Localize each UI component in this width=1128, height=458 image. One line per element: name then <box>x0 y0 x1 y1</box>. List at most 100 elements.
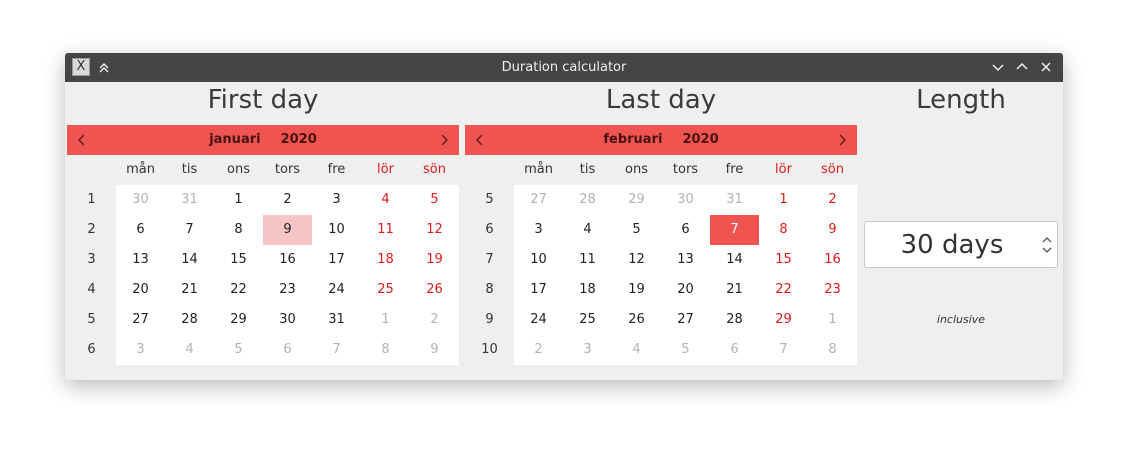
day-cell[interactable]: 8 <box>828 342 837 357</box>
day-cell[interactable]: 29 <box>230 312 247 327</box>
day-cell[interactable]: 4 <box>583 222 592 237</box>
day-cell[interactable]: 8 <box>779 222 788 237</box>
year-button[interactable]: 2020 <box>280 132 317 147</box>
day-cell[interactable]: 15 <box>775 252 792 267</box>
day-cell[interactable]: 25 <box>579 312 596 327</box>
day-cell[interactable]: 17 <box>530 282 547 297</box>
day-cell[interactable]: 25 <box>377 282 394 297</box>
day-cell[interactable]: 21 <box>181 282 198 297</box>
day-cell[interactable]: 16 <box>824 252 841 267</box>
day-cell[interactable]: 5 <box>681 342 690 357</box>
day-cell[interactable]: 6 <box>136 222 145 237</box>
day-cell[interactable]: 6 <box>730 342 739 357</box>
day-cell[interactable]: 3 <box>534 222 543 237</box>
day-cell[interactable]: 3 <box>332 192 341 207</box>
day-cell[interactable]: 13 <box>677 252 694 267</box>
app-icon[interactable]: X <box>72 58 90 76</box>
day-cell[interactable]: 27 <box>132 312 149 327</box>
day-cell[interactable]: 26 <box>628 312 645 327</box>
day-cell[interactable]: 14 <box>181 252 198 267</box>
day-cell[interactable]: 12 <box>426 222 443 237</box>
day-cell[interactable]: 12 <box>628 252 645 267</box>
day-cell[interactable]: 3 <box>583 342 592 357</box>
length-spinbox[interactable]: 30 days <box>864 221 1058 268</box>
day-cell[interactable]: 11 <box>377 222 394 237</box>
day-cell[interactable]: 29 <box>628 192 645 207</box>
day-cell[interactable]: 8 <box>381 342 390 357</box>
day-cell[interactable]: 31 <box>328 312 345 327</box>
day-cell[interactable]: 1 <box>828 312 837 327</box>
day-cell[interactable]: 29 <box>775 312 792 327</box>
day-cell[interactable]: 17 <box>328 252 345 267</box>
day-cell[interactable]: 21 <box>726 282 743 297</box>
day-cell[interactable]: 19 <box>426 252 443 267</box>
day-cell[interactable]: 30 <box>677 192 694 207</box>
next-month-icon[interactable] <box>436 132 452 148</box>
day-cell[interactable]: 9 <box>263 215 312 245</box>
day-cell[interactable]: 22 <box>230 282 247 297</box>
day-cell[interactable]: 1 <box>381 312 390 327</box>
day-cell[interactable]: 11 <box>579 252 596 267</box>
day-cell[interactable]: 4 <box>381 192 390 207</box>
day-cell[interactable]: 27 <box>677 312 694 327</box>
day-cell[interactable]: 7 <box>332 342 341 357</box>
day-cell[interactable]: 1 <box>779 192 788 207</box>
day-cell[interactable]: 2 <box>430 312 439 327</box>
day-cell[interactable]: 9 <box>828 222 837 237</box>
day-cell[interactable]: 4 <box>632 342 641 357</box>
day-cell[interactable]: 3 <box>136 342 145 357</box>
day-cell[interactable]: 7 <box>710 215 759 245</box>
keep-above-icon[interactable] <box>96 59 112 75</box>
day-cell[interactable]: 5 <box>430 192 439 207</box>
day-cell[interactable]: 6 <box>283 342 292 357</box>
day-cell[interactable]: 15 <box>230 252 247 267</box>
day-cell[interactable]: 26 <box>426 282 443 297</box>
day-cell[interactable]: 28 <box>579 192 596 207</box>
day-cell[interactable]: 19 <box>628 282 645 297</box>
title-bar[interactable]: X Duration calculator <box>65 53 1063 82</box>
minimize-icon[interactable] <box>990 59 1006 75</box>
day-cell[interactable]: 10 <box>530 252 547 267</box>
day-cell[interactable]: 13 <box>132 252 149 267</box>
day-cell[interactable]: 22 <box>775 282 792 297</box>
maximize-icon[interactable] <box>1014 59 1030 75</box>
day-cell[interactable]: 10 <box>328 222 345 237</box>
day-cell[interactable]: 28 <box>181 312 198 327</box>
day-cell[interactable]: 4 <box>185 342 194 357</box>
day-cell[interactable]: 24 <box>328 282 345 297</box>
day-cell[interactable]: 9 <box>430 342 439 357</box>
day-cell[interactable]: 6 <box>681 222 690 237</box>
day-cell[interactable]: 18 <box>377 252 394 267</box>
day-cell[interactable]: 5 <box>632 222 641 237</box>
prev-month-icon[interactable] <box>472 132 488 148</box>
day-cell[interactable]: 2 <box>534 342 543 357</box>
month-button[interactable]: januari <box>209 132 261 147</box>
day-cell[interactable]: 7 <box>779 342 788 357</box>
day-cell[interactable]: 20 <box>132 282 149 297</box>
close-icon[interactable] <box>1038 59 1054 75</box>
year-button[interactable]: 2020 <box>682 132 719 147</box>
length-value[interactable]: 30 days <box>900 230 1004 260</box>
day-grid[interactable]: 27 28 29 30 31 1 2 3 4 5 6 7 8 9 10 11 12 13 14 15 16 17 18 19 2… <box>514 185 857 365</box>
day-grid[interactable]: 30 31 1 2 3 4 5 6 7 8 9 10 11 12 13 14 15 16 17 18 19 20 21 22 2… <box>116 185 459 365</box>
day-cell[interactable]: 7 <box>185 222 194 237</box>
last-day-calendar[interactable]: februari 2020 mån tis ons tors fre lör sön 5 6 7 8… <box>465 125 857 365</box>
day-cell[interactable]: 1 <box>234 192 243 207</box>
day-cell[interactable]: 31 <box>726 192 743 207</box>
day-cell[interactable]: 8 <box>234 222 243 237</box>
day-cell[interactable]: 30 <box>132 192 149 207</box>
day-cell[interactable]: 2 <box>283 192 292 207</box>
day-cell[interactable]: 5 <box>234 342 243 357</box>
day-cell[interactable]: 23 <box>824 282 841 297</box>
day-cell[interactable]: 24 <box>530 312 547 327</box>
day-cell[interactable]: 18 <box>579 282 596 297</box>
spin-arrows-icon[interactable] <box>1041 234 1053 256</box>
day-cell[interactable]: 23 <box>279 282 296 297</box>
day-cell[interactable]: 27 <box>530 192 547 207</box>
day-cell[interactable]: 14 <box>726 252 743 267</box>
day-cell[interactable]: 28 <box>726 312 743 327</box>
month-button[interactable]: februari <box>603 132 663 147</box>
day-cell[interactable]: 30 <box>279 312 296 327</box>
prev-month-icon[interactable] <box>74 132 90 148</box>
